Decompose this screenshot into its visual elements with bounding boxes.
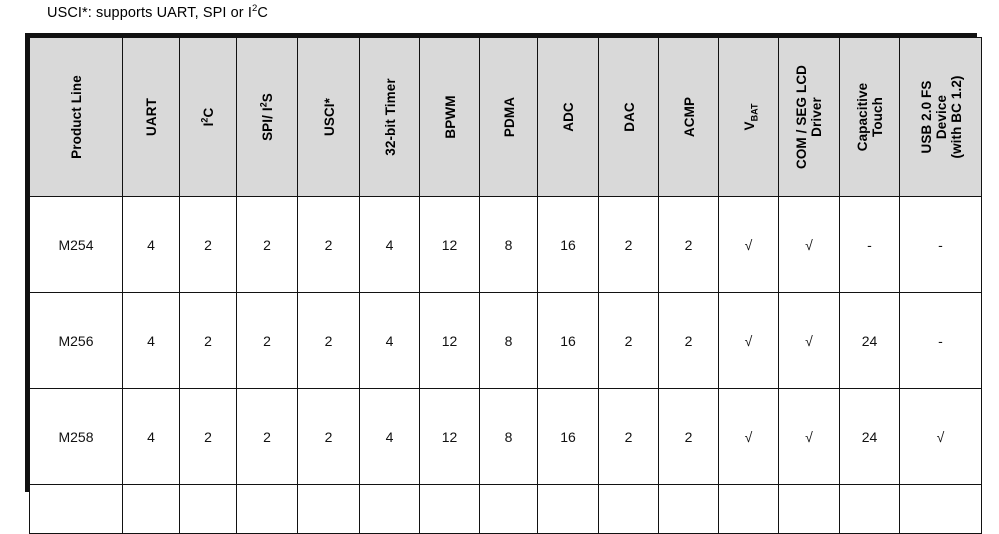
cell-i2c: 2 [180,197,237,293]
product-line-comparison-table: Product Line UART I2C SPI/ I2S USCI* [29,37,982,534]
cell-pdma: 8 [480,197,538,293]
cell-vbat: √ [719,197,779,293]
cell-dac: 2 [599,293,659,389]
cell-usci: 2 [298,389,360,485]
cell-usci: 2 [298,197,360,293]
blank-cell [840,485,900,534]
cell-com-seg-lcd-driver: √ [779,389,840,485]
blank-cell [298,485,360,534]
blank-cell [30,485,123,534]
blank-cell [779,485,840,534]
cell-com-seg-lcd-driver: √ [779,197,840,293]
cell-acmp: 2 [659,197,719,293]
blank-cell [123,485,180,534]
cell-i2c: 2 [180,389,237,485]
page-root: USCI*: supports UART, SPI or I 2 C [0,0,999,512]
cell-uart: 4 [123,197,180,293]
blank-cell [420,485,480,534]
blank-cell [480,485,538,534]
cell-product-line: M254 [30,197,123,293]
cell-usb-2-0-fs-device: - [900,197,982,293]
cell-32-bit-timer: 4 [360,389,420,485]
cell-vbat: √ [719,293,779,389]
column-header-label: USB 2.0 FS Device (with BC 1.2) [918,75,963,158]
cell-spi-i2s: 2 [237,197,298,293]
cell-i2c: 2 [180,293,237,389]
table-row: M256 4 2 2 2 4 12 8 16 2 2 √ √ 24 - [30,293,982,389]
table-row: M258 4 2 2 2 4 12 8 16 2 2 √ √ 24 √ [30,389,982,485]
cell-32-bit-timer: 4 [360,197,420,293]
cell-bpwm: 12 [420,293,480,389]
cell-bpwm: 12 [420,389,480,485]
table-body: M254 4 2 2 2 4 12 8 16 2 2 √ √ - - [30,197,982,534]
cell-uart: 4 [123,389,180,485]
cell-capacitive-touch: - [840,197,900,293]
cell-adc: 16 [538,293,599,389]
caption-suffix: C [257,5,268,21]
cell-pdma: 8 [480,293,538,389]
cell-capacitive-touch: 24 [840,293,900,389]
cell-uart: 4 [123,293,180,389]
blank-cell [237,485,298,534]
rotated-label-wrap: USB 2.0 FS Device (with BC 1.2) [862,38,999,196]
cell-acmp: 2 [659,293,719,389]
cell-adc: 16 [538,197,599,293]
product-line-table-frame: Product Line UART I2C SPI/ I2S USCI* [25,33,977,492]
caption-prefix: USCI*: supports UART, SPI or I [47,5,252,21]
cell-com-seg-lcd-driver: √ [779,293,840,389]
blank-cell [538,485,599,534]
cell-dac: 2 [599,197,659,293]
blank-cell [900,485,982,534]
table-blank-row [30,485,982,534]
table-row: M254 4 2 2 2 4 12 8 16 2 2 √ √ - - [30,197,982,293]
blank-cell [659,485,719,534]
cell-usb-2-0-fs-device: - [900,293,982,389]
cell-usb-2-0-fs-device: √ [900,389,982,485]
cell-usci: 2 [298,293,360,389]
blank-cell [180,485,237,534]
cell-dac: 2 [599,389,659,485]
cell-spi-i2s: 2 [237,293,298,389]
cell-32-bit-timer: 4 [360,293,420,389]
table-caption: USCI*: supports UART, SPI or I2C [47,4,268,22]
cell-vbat: √ [719,389,779,485]
blank-cell [719,485,779,534]
blank-cell [360,485,420,534]
cell-adc: 16 [538,389,599,485]
column-header-usb-2-0-fs-device: USB 2.0 FS Device (with BC 1.2) [900,38,982,197]
cell-capacitive-touch: 24 [840,389,900,485]
blank-cell [599,485,659,534]
cell-pdma: 8 [480,389,538,485]
table-header-row: Product Line UART I2C SPI/ I2S USCI* [30,38,982,197]
cell-spi-i2s: 2 [237,389,298,485]
cell-product-line: M256 [30,293,123,389]
cell-acmp: 2 [659,389,719,485]
cell-product-line: M258 [30,389,123,485]
cell-bpwm: 12 [420,197,480,293]
